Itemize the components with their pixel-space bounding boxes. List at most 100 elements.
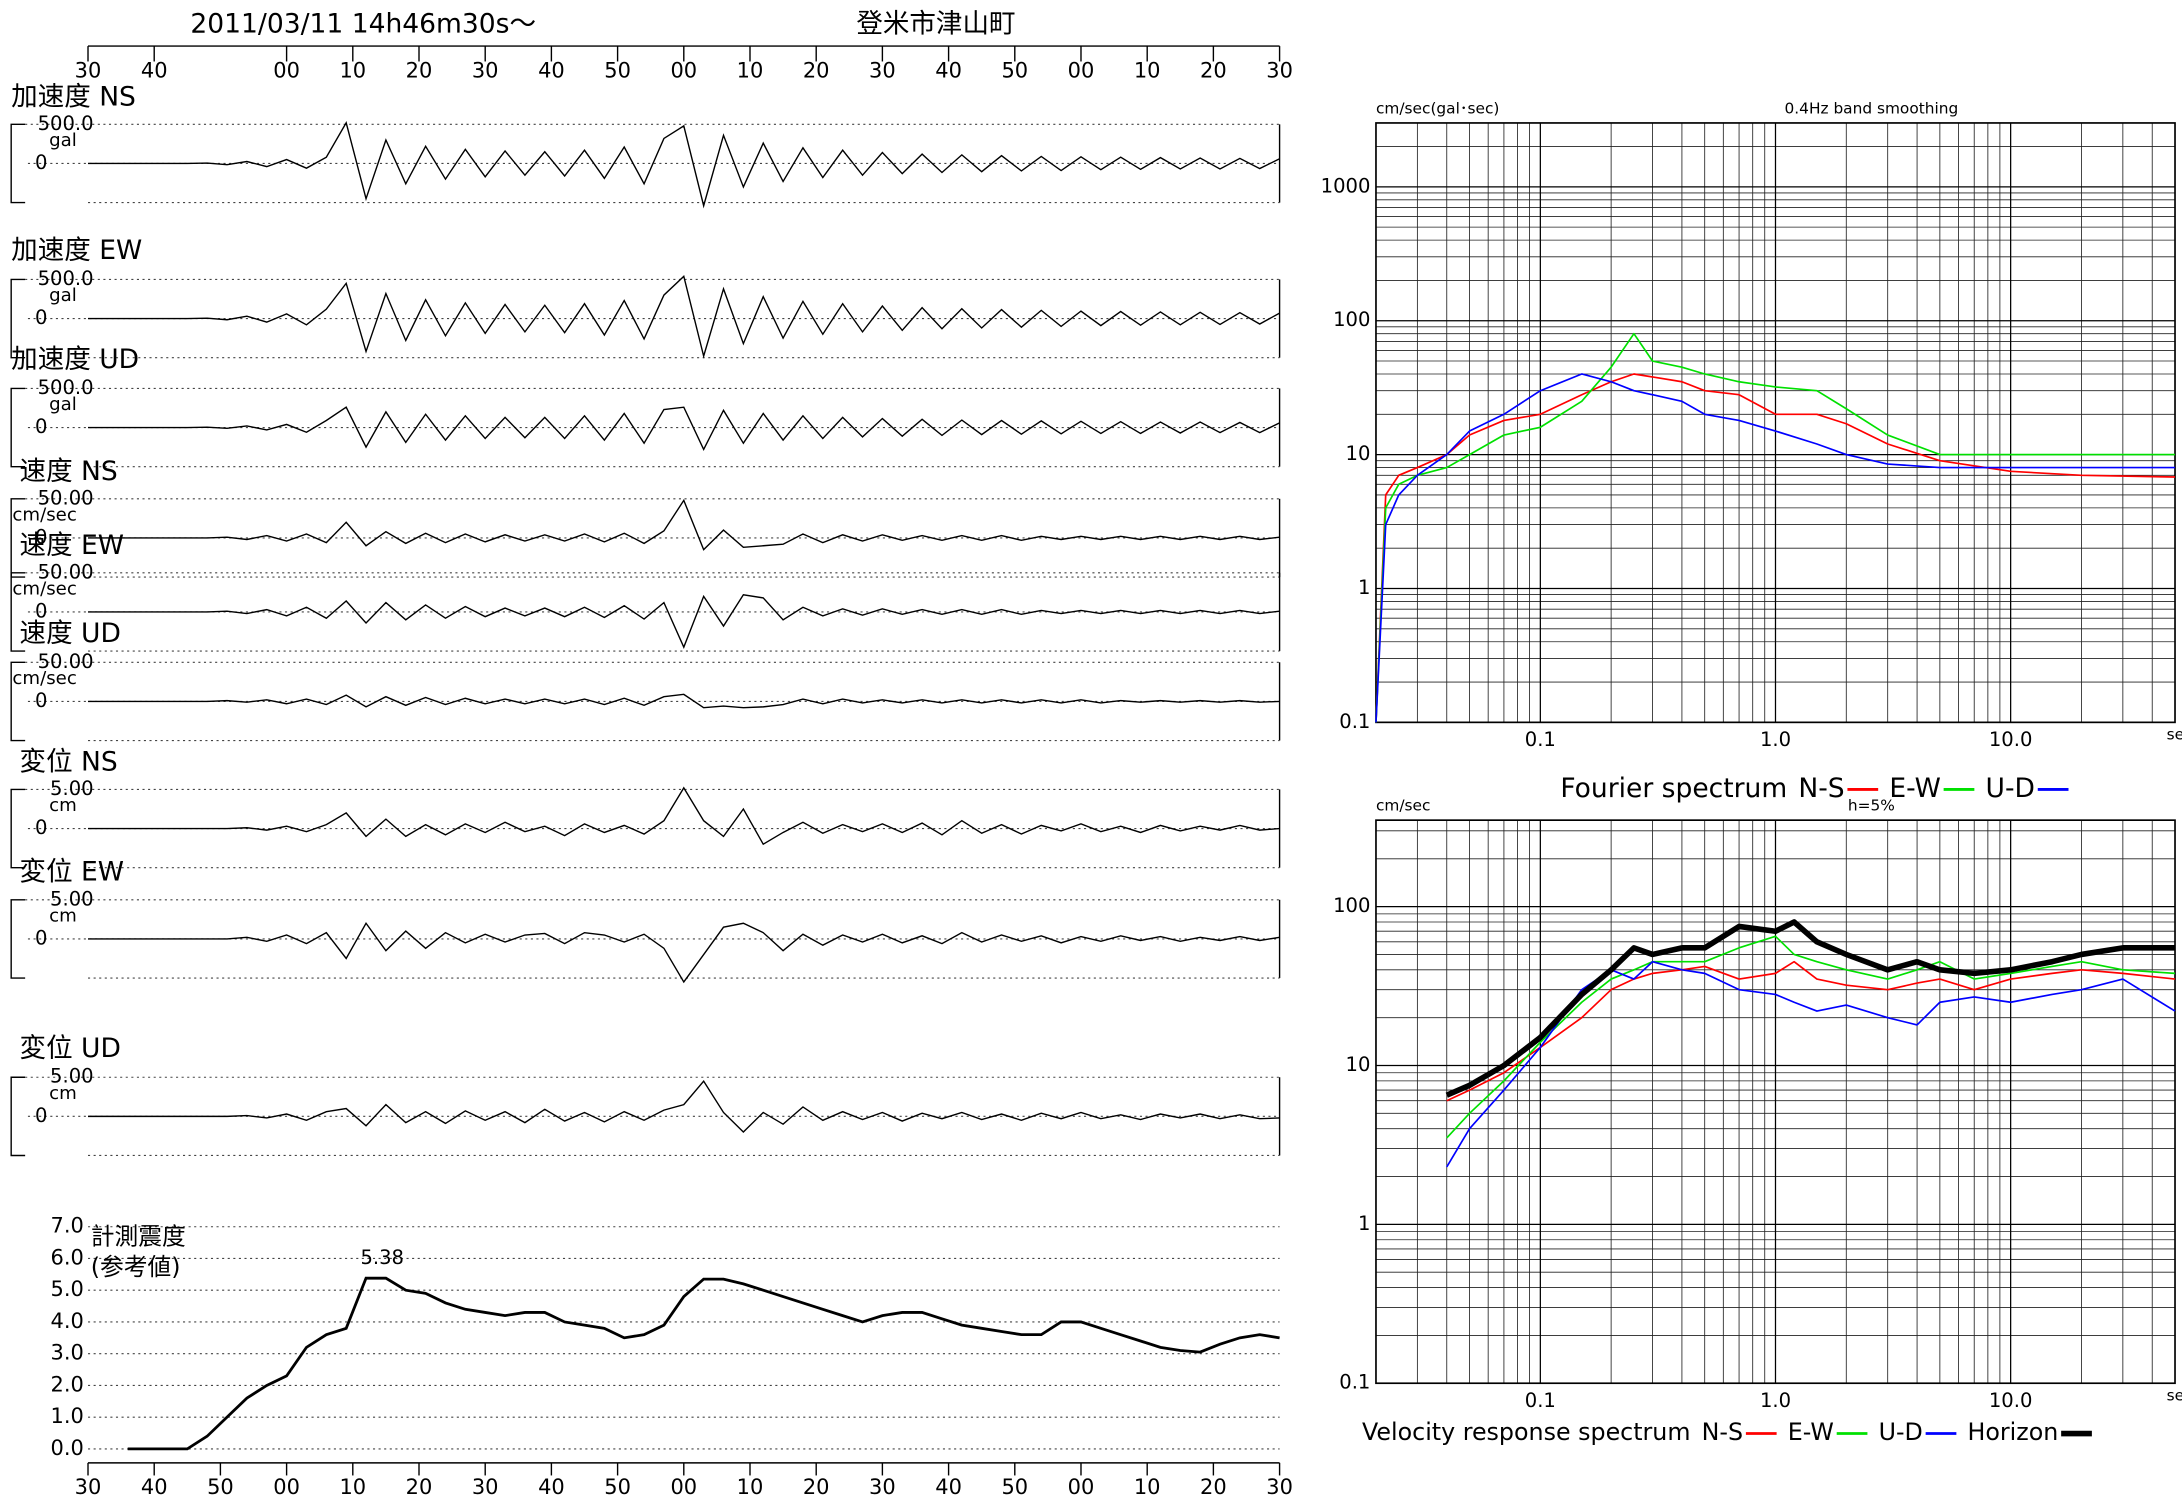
- x-tick-label: 00: [1068, 1475, 1095, 1499]
- panel-title: 加速度 EW: [11, 235, 142, 266]
- y-tick-label: 1: [1358, 576, 1370, 599]
- x-tick-label: 1.0: [1760, 728, 1791, 751]
- x-tick-label: 40: [141, 1475, 168, 1499]
- y-axis-label: (参考値): [91, 1253, 181, 1281]
- spectrum-line: [1375, 373, 2176, 723]
- x-tick-label: 50: [1001, 1475, 1028, 1499]
- panel-title: 変位 EW: [20, 857, 124, 888]
- y-tick-label: 5.00: [50, 777, 94, 800]
- y-tick-label: 0: [35, 415, 47, 438]
- y-tick-label: 1000: [1321, 174, 1371, 197]
- y-unit: cm: [49, 795, 77, 816]
- x-tick-label: 10: [1134, 58, 1161, 82]
- y-unit: gal: [49, 130, 77, 151]
- x-tick-label: 30: [869, 58, 896, 82]
- panel-bracket: [10, 788, 26, 869]
- y-tick-label: 5.0: [51, 1277, 84, 1301]
- legend-label: E-W: [1788, 1418, 1834, 1446]
- spectrum-line: [1446, 960, 2176, 1102]
- chart-title: h=5%: [1848, 797, 1895, 815]
- legend-label: N-S: [1702, 1418, 1743, 1446]
- legend-label: E-W: [1889, 773, 1940, 804]
- chart-title: 0.4Hz band smoothing: [1785, 99, 1959, 117]
- x-tick-label: 40: [141, 58, 168, 82]
- legend-label: N-S: [1798, 773, 1844, 804]
- x-tick-label: 0.1: [1525, 728, 1556, 751]
- x-tick-label: 00: [273, 1475, 300, 1499]
- panel-bracket: [10, 1076, 26, 1157]
- spectrum-line: [1445, 919, 2176, 1098]
- y-axis-label: cm/sec: [1376, 797, 1430, 815]
- x-tick-label: 00: [670, 58, 697, 82]
- y-unit: gal: [49, 394, 77, 415]
- station-name: 登米市津山町: [856, 9, 1015, 40]
- legend-title: Fourier spectrum: [1560, 773, 1787, 804]
- spectrum-line: [1446, 935, 2176, 1139]
- panel-title: 速度 UD: [20, 618, 121, 649]
- panel-title: 変位 NS: [20, 746, 118, 777]
- waveform: [88, 921, 1280, 984]
- panel-bracket: [10, 661, 26, 742]
- y-unit: cm/sec: [12, 505, 76, 526]
- legend-label: U-D: [1986, 773, 2035, 804]
- y-tick-label: 1: [1358, 1212, 1370, 1235]
- y-tick-label: 0: [35, 306, 47, 329]
- x-tick-label: 1.0: [1760, 1389, 1791, 1412]
- y-tick-label: 0: [35, 926, 47, 949]
- y-tick-label: 0: [35, 816, 47, 839]
- spectrum-line: [1446, 960, 2176, 1168]
- peak-label: 5.38: [360, 1246, 404, 1269]
- x-tick-label: 10: [737, 1475, 764, 1499]
- y-tick-label: 0: [35, 525, 47, 548]
- x-tick-label: 10: [339, 1475, 366, 1499]
- y-tick-label: 0: [35, 1104, 47, 1127]
- x-tick-label: 20: [803, 58, 830, 82]
- y-tick-label: 500.0: [38, 376, 94, 399]
- x-tick-label: 30: [75, 58, 102, 82]
- y-tick-label: 1.0: [51, 1404, 84, 1428]
- legend-label: U-D: [1879, 1418, 1923, 1446]
- waveform: [88, 786, 1280, 846]
- panel-bracket: [10, 123, 26, 204]
- y-tick-label: 2.0: [51, 1372, 84, 1396]
- y-tick-label: 100: [1333, 308, 1370, 331]
- x-tick-label: 30: [1266, 58, 1293, 82]
- x-tick-label: 40: [538, 58, 565, 82]
- y-tick-label: 0.1: [1339, 710, 1370, 733]
- x-axis-label: sec: [2167, 1386, 2182, 1404]
- x-tick-label: 20: [1200, 58, 1227, 82]
- x-tick-label: 30: [869, 1475, 896, 1499]
- x-tick-label: 10.0: [1989, 728, 2033, 751]
- panel-bracket: [10, 572, 26, 652]
- y-axis-label: 計測震度: [91, 1222, 186, 1250]
- y-tick-label: 7.0: [51, 1214, 84, 1238]
- x-tick-label: 00: [1068, 58, 1095, 82]
- legend-label: Horizon: [1968, 1418, 2059, 1446]
- x-tick-label: 00: [273, 58, 300, 82]
- y-tick-label: 5.00: [50, 887, 94, 910]
- waveform: [88, 1079, 1280, 1133]
- x-tick-label: 50: [604, 58, 631, 82]
- y-tick-label: 6.0: [51, 1245, 84, 1269]
- intensity-line: [127, 1276, 1280, 1451]
- x-tick-label: 10.0: [1989, 1389, 2033, 1412]
- x-tick-label: 20: [1200, 1475, 1227, 1499]
- waveform: [88, 693, 1280, 709]
- x-tick-label: 20: [406, 58, 433, 82]
- x-tick-label: 30: [472, 58, 499, 82]
- spectrum-line: [1375, 373, 2176, 723]
- y-tick-label: 4.0: [51, 1309, 84, 1333]
- waveform: [88, 498, 1280, 551]
- x-tick-label: 40: [935, 1475, 962, 1499]
- y-tick-label: 0: [35, 599, 47, 622]
- x-tick-label: 10: [737, 58, 764, 82]
- x-tick-label: 20: [406, 1475, 433, 1499]
- chart-title: 2011/03/11 14h46m30s～: [190, 9, 536, 40]
- panel-title: 変位 UD: [20, 1033, 121, 1064]
- y-axis-label: cm/sec(gal･sec): [1376, 99, 1499, 117]
- plot-frame: [1375, 122, 2176, 724]
- y-tick-label: 50.00: [38, 486, 94, 509]
- y-tick-label: 0.1: [1339, 1371, 1370, 1394]
- y-unit: cm: [49, 906, 77, 927]
